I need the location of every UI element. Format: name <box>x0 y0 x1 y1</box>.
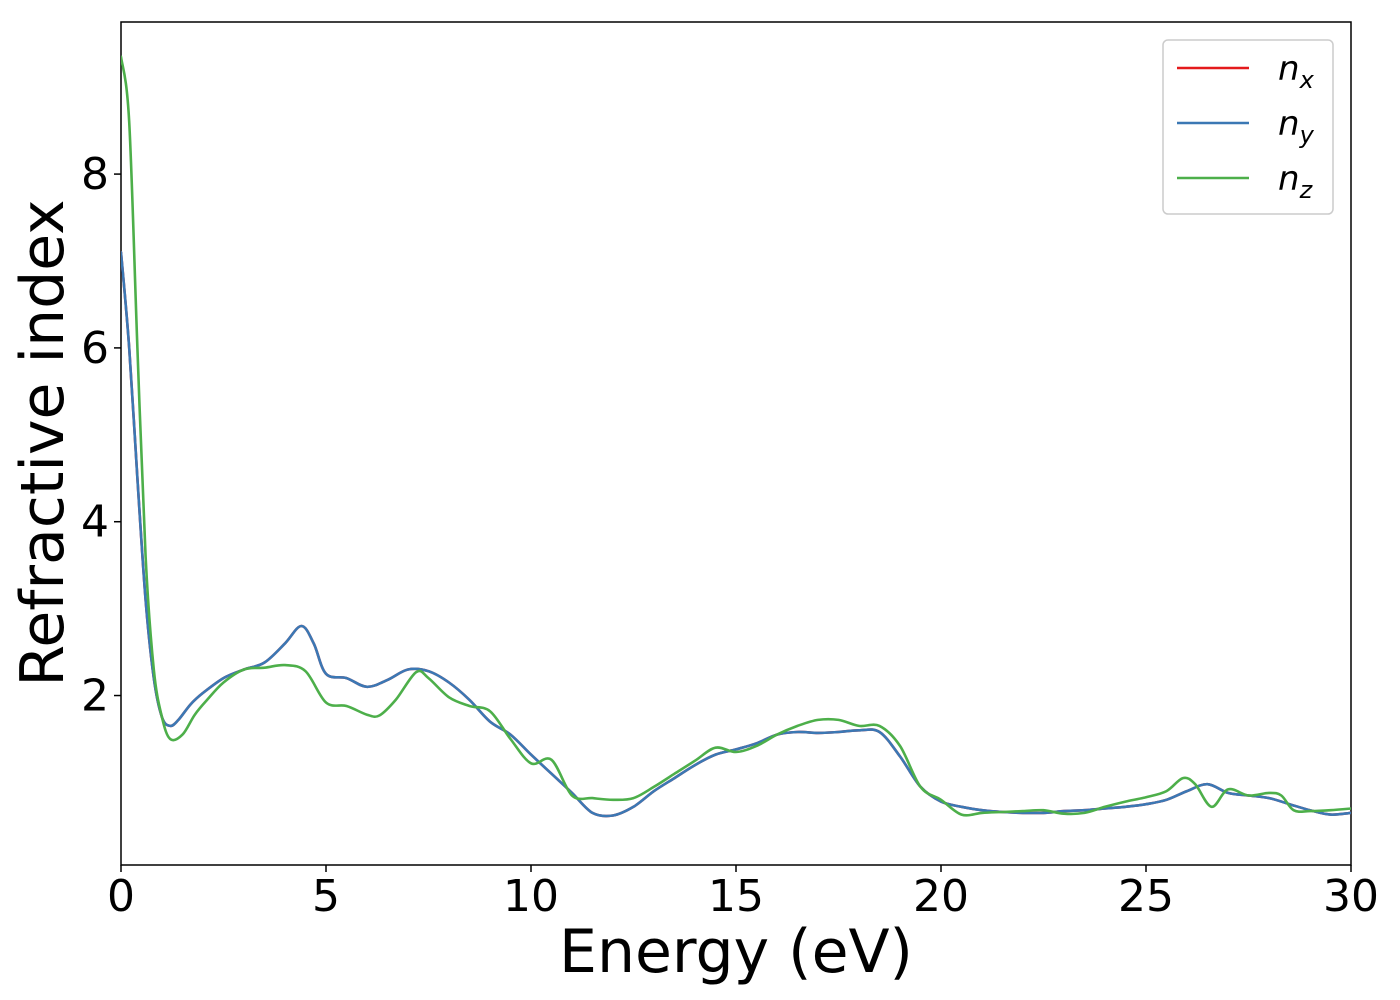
x-tick-label: 30 <box>1323 871 1379 922</box>
y-axis-ticks: 2 4 6 8 <box>81 149 121 722</box>
x-axis-title: Energy (eV) <box>559 917 913 987</box>
y-tick-label: 6 <box>81 323 109 374</box>
x-tick-label: 0 <box>107 871 135 922</box>
x-tick-label: 20 <box>913 871 969 922</box>
x-tick-label: 10 <box>503 871 559 922</box>
y-tick-label: 4 <box>81 497 109 548</box>
series-line-ny <box>121 251 1351 818</box>
series-line-nz <box>121 55 1351 817</box>
legend-label-nx: nx <box>1278 49 1315 94</box>
legend-label-nz: nz <box>1278 159 1314 204</box>
y-axis-title: Refractive index <box>8 199 78 686</box>
y-tick-label: 8 <box>81 149 109 200</box>
series-layer <box>121 55 1351 818</box>
x-axis-ticks: 0 5 10 15 20 25 30 <box>107 865 1379 922</box>
x-tick-label: 5 <box>312 871 340 922</box>
legend-label-ny: ny <box>1278 104 1315 149</box>
legend-box <box>1162 39 1334 215</box>
y-tick-label: 2 <box>81 671 109 722</box>
series-line-nx <box>121 251 1351 818</box>
x-tick-label: 15 <box>708 871 764 922</box>
x-tick-label: 25 <box>1118 871 1174 922</box>
legend: nx ny nz <box>1162 39 1334 215</box>
